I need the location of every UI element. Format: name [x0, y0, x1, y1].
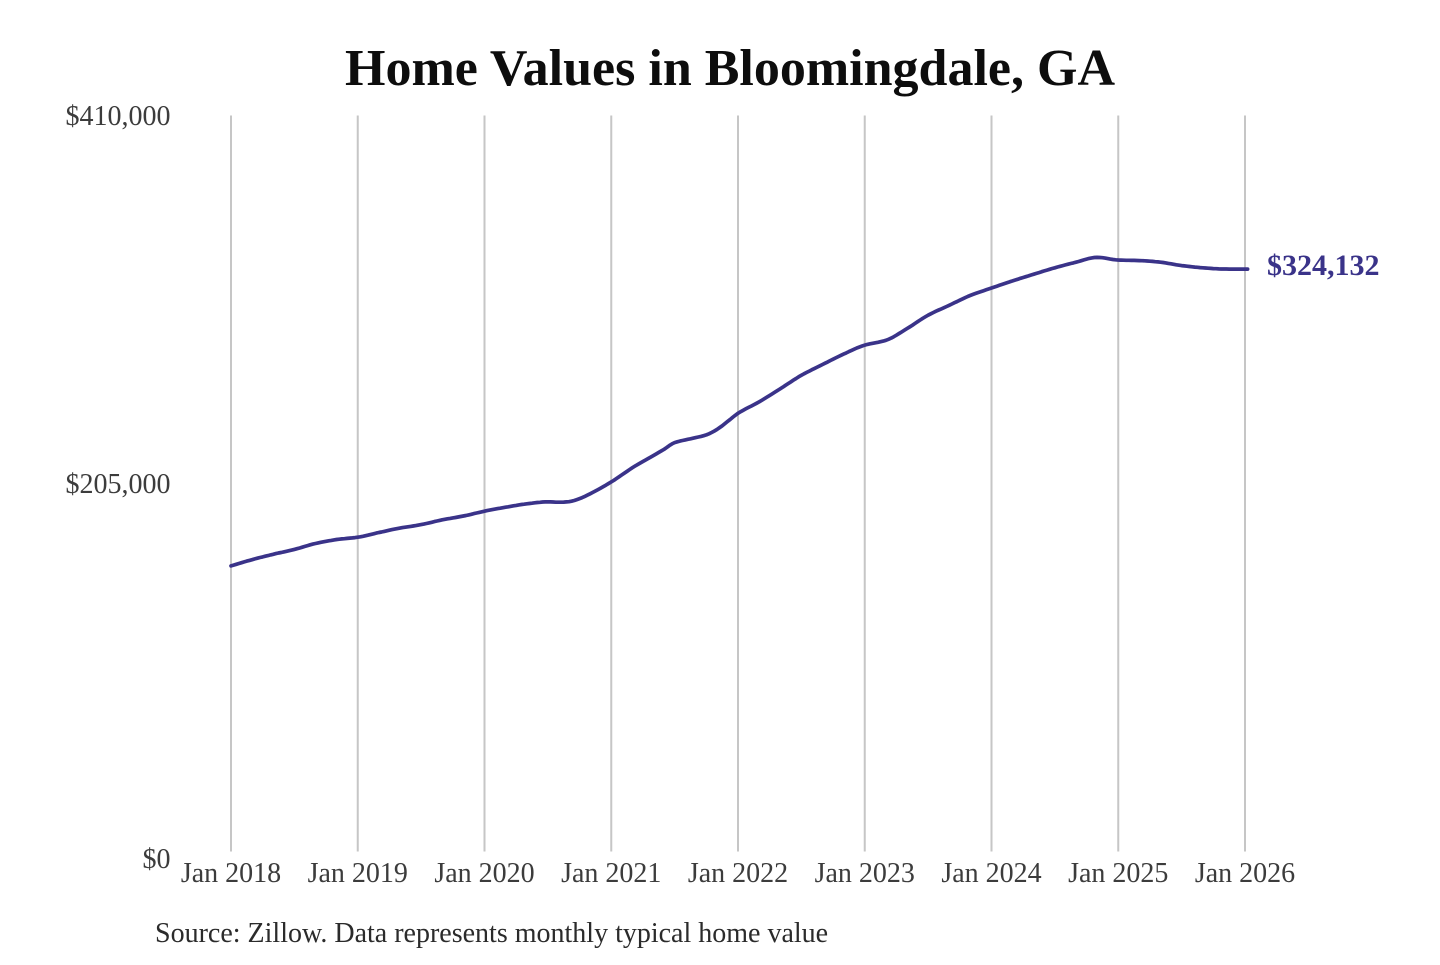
svg-text:$205,000: $205,000 — [66, 469, 171, 500]
svg-text:$324,132: $324,132 — [1267, 249, 1380, 282]
svg-text:Jan 2022: Jan 2022 — [688, 858, 788, 889]
svg-text:Jan 2020: Jan 2020 — [434, 858, 534, 889]
svg-text:Jan 2024: Jan 2024 — [941, 858, 1041, 889]
svg-text:Jan 2018: Jan 2018 — [181, 858, 281, 889]
svg-text:Source: Zillow. Data represent: Source: Zillow. Data represents monthly … — [155, 918, 828, 949]
svg-text:Home Values in Bloomingdale, G: Home Values in Bloomingdale, GA — [345, 40, 1115, 97]
svg-text:Jan 2021: Jan 2021 — [561, 858, 661, 889]
svg-text:Jan 2026: Jan 2026 — [1195, 858, 1295, 889]
svg-text:Jan 2025: Jan 2025 — [1068, 858, 1168, 889]
svg-text:$410,000: $410,000 — [66, 101, 171, 132]
svg-text:$0: $0 — [143, 844, 171, 875]
svg-text:Jan 2019: Jan 2019 — [308, 858, 408, 889]
svg-text:Jan 2023: Jan 2023 — [815, 858, 915, 889]
